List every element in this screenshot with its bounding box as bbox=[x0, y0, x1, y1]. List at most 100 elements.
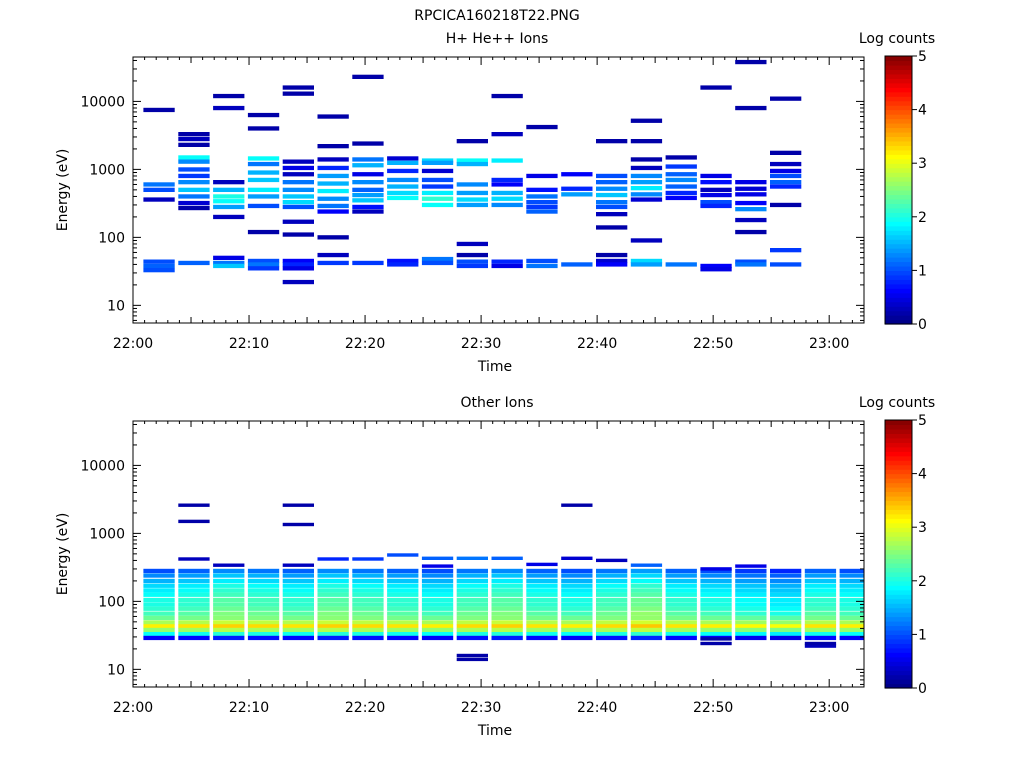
x-tick-label: 23:00 bbox=[809, 336, 849, 352]
heatmap-cell bbox=[352, 74, 384, 79]
heatmap-cell bbox=[317, 252, 349, 258]
heatmap-cell bbox=[491, 177, 523, 183]
heatmap-cell bbox=[317, 615, 349, 621]
colorbar-tick-label: 4 bbox=[918, 103, 927, 119]
heatmap-cell bbox=[735, 564, 767, 568]
heatmap-cell bbox=[526, 602, 558, 607]
heatmap-cell bbox=[735, 611, 767, 616]
heatmap-cell bbox=[317, 165, 349, 171]
heatmap-cell bbox=[665, 632, 697, 637]
heatmap-cell bbox=[178, 503, 210, 507]
heatmap-cell bbox=[213, 204, 245, 210]
heatmap-cell bbox=[770, 597, 802, 603]
heatmap-cell bbox=[804, 635, 837, 641]
heatmap-cell bbox=[387, 588, 419, 593]
y-tick-label: 100 bbox=[98, 230, 125, 246]
heatmap-cell bbox=[387, 627, 419, 633]
heatmap-cell bbox=[561, 172, 593, 177]
heatmap-cell bbox=[352, 615, 384, 621]
x-tick-label: 22:40 bbox=[577, 336, 617, 352]
heatmap-cell bbox=[317, 188, 349, 194]
heatmap-cell bbox=[839, 611, 864, 616]
heatmap-cell bbox=[665, 588, 697, 593]
heatmap-cell bbox=[421, 158, 454, 163]
heatmap-cell bbox=[247, 620, 280, 625]
heatmap-cell bbox=[143, 268, 175, 273]
heatmap-cell bbox=[456, 615, 488, 621]
heatmap-cell bbox=[561, 624, 593, 629]
heatmap-cell bbox=[770, 588, 802, 593]
heatmap-cell bbox=[665, 578, 697, 584]
heatmap-cell bbox=[596, 592, 628, 597]
heatmap-cell bbox=[317, 196, 349, 201]
heatmap-cell bbox=[526, 204, 558, 210]
heatmap-cell bbox=[596, 262, 628, 267]
heatmap-cell bbox=[630, 592, 663, 597]
heatmap-cell bbox=[178, 597, 210, 603]
heatmap-cell bbox=[213, 583, 245, 588]
colorbar-tick-label: 3 bbox=[918, 156, 927, 172]
heatmap-cell bbox=[213, 615, 245, 621]
heatmap-cell bbox=[247, 266, 280, 271]
heatmap-cell bbox=[839, 620, 864, 625]
heatmap-cell bbox=[665, 627, 697, 633]
heatmap-cell bbox=[491, 602, 523, 607]
heatmap-cell bbox=[665, 155, 697, 160]
heatmap-cell bbox=[804, 644, 837, 648]
heatmap-cell bbox=[282, 159, 314, 164]
heatmap-cell bbox=[839, 627, 864, 633]
heatmap-cell bbox=[387, 177, 419, 183]
heatmap-cell bbox=[456, 161, 488, 167]
heatmap-cell bbox=[352, 172, 384, 177]
heatmap-cell bbox=[456, 597, 488, 603]
heatmap-cell bbox=[526, 568, 558, 574]
heatmap-cell bbox=[421, 573, 454, 578]
heatmap-cell bbox=[735, 259, 767, 264]
heatmap-cell bbox=[421, 624, 454, 629]
heatmap-cell bbox=[804, 606, 837, 611]
heatmap-cell bbox=[630, 588, 663, 593]
heatmap-cell bbox=[526, 173, 558, 179]
heatmap-cell bbox=[456, 252, 488, 258]
heatmap-cell bbox=[421, 556, 454, 560]
heatmap-cell bbox=[596, 602, 628, 607]
heatmap-cell bbox=[421, 597, 454, 603]
heatmap-cell bbox=[630, 606, 663, 611]
heatmap-cell bbox=[213, 255, 245, 260]
heatmap-cell bbox=[352, 632, 384, 637]
heatmap-cell bbox=[178, 606, 210, 611]
heatmap-cell bbox=[630, 238, 663, 243]
heatmap-cell bbox=[456, 624, 488, 629]
heatmap-cell bbox=[735, 635, 767, 641]
heatmap-cell bbox=[839, 588, 864, 593]
heatmap-cell bbox=[247, 578, 280, 584]
heatmap-cell bbox=[700, 578, 732, 584]
colorbar-label: Log counts bbox=[859, 395, 935, 411]
heatmap-cell bbox=[143, 197, 175, 202]
heatmap-cell bbox=[700, 615, 732, 621]
heatmap-cell bbox=[770, 173, 802, 179]
heatmap-cell bbox=[282, 85, 314, 90]
heatmap-cell bbox=[630, 118, 663, 123]
heatmap-cell bbox=[630, 165, 663, 171]
heatmap-cell bbox=[561, 573, 593, 578]
y-tick-label: 1000 bbox=[89, 526, 125, 542]
heatmap-cell bbox=[317, 209, 349, 214]
heatmap-cell bbox=[387, 578, 419, 584]
heatmap-cell bbox=[178, 180, 210, 185]
heatmap-cell bbox=[352, 157, 384, 162]
heatmap-cell bbox=[770, 150, 802, 155]
heatmap-cell bbox=[770, 635, 802, 641]
heatmap-cell bbox=[456, 632, 488, 637]
heatmap-cell bbox=[421, 635, 454, 641]
heatmap-cell bbox=[352, 573, 384, 578]
panel-h-he-ions: H+ He++ Ions Log counts Time Energy (eV)… bbox=[55, 31, 935, 375]
heatmap-cell bbox=[770, 573, 802, 578]
heatmap-cell bbox=[491, 597, 523, 603]
heatmap-cell bbox=[735, 105, 767, 111]
heatmap-cell bbox=[700, 641, 732, 646]
heatmap-cell bbox=[700, 573, 732, 578]
heatmap-cell bbox=[247, 592, 280, 597]
heatmap-cell bbox=[665, 172, 697, 177]
heatmap-cell bbox=[839, 573, 864, 578]
